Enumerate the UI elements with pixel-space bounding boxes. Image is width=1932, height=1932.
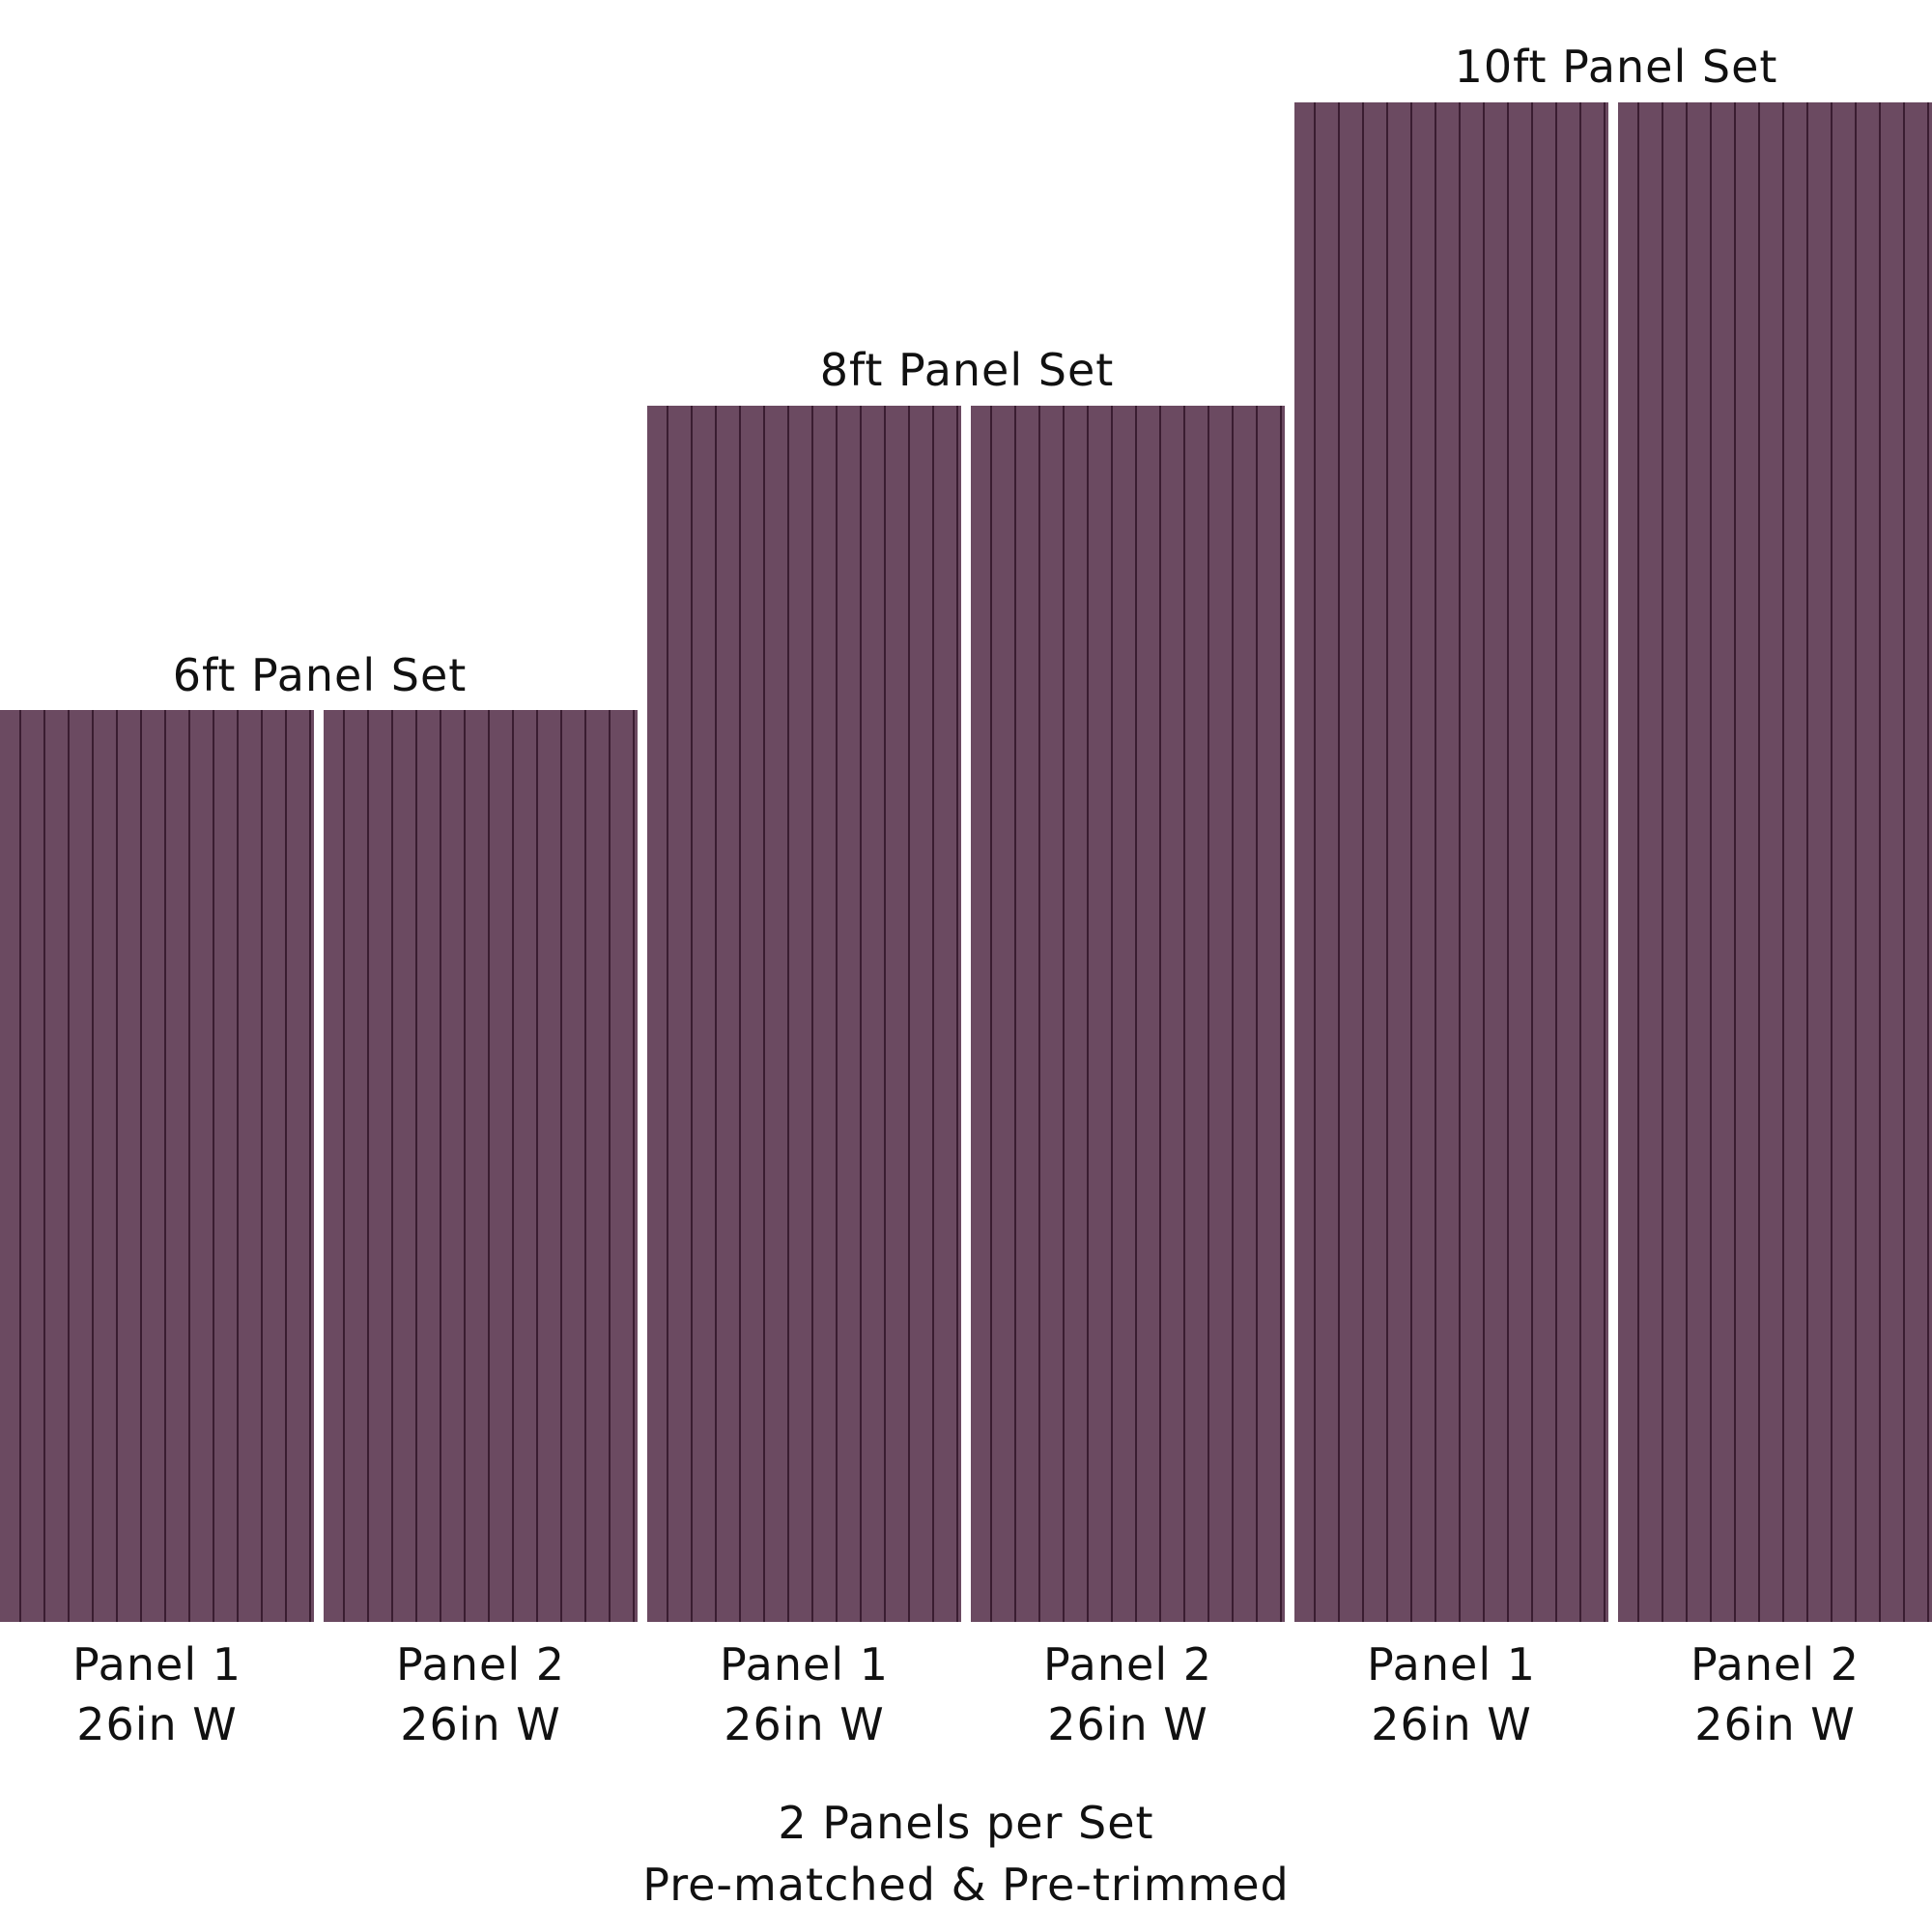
- panel-name: Panel 2: [396, 1638, 565, 1690]
- panel-6ft-2: [324, 710, 638, 1622]
- panel-name: Panel 2: [1043, 1638, 1212, 1690]
- panel-8ft-1: [647, 406, 961, 1622]
- set-title-10ft: 10ft Panel Set: [1454, 41, 1778, 93]
- panel-name: Panel 1: [72, 1638, 242, 1690]
- panel-name: Panel 1: [1367, 1638, 1536, 1690]
- panel-width: 26in W: [724, 1698, 885, 1750]
- panel-10ft-2: [1618, 102, 1932, 1622]
- panel-6ft-1: [0, 710, 314, 1622]
- panel-label-8ft-2: Panel 2 26in W: [971, 1634, 1285, 1754]
- panel-width: 26in W: [1047, 1698, 1208, 1750]
- panel-label-6ft-2: Panel 2 26in W: [324, 1634, 638, 1754]
- panel-name: Panel 1: [720, 1638, 889, 1690]
- panel-label-10ft-1: Panel 1 26in W: [1294, 1634, 1608, 1754]
- panel-label-6ft-1: Panel 1 26in W: [0, 1634, 314, 1754]
- footer-line-2: Pre-matched & Pre-trimmed: [642, 1859, 1290, 1911]
- panel-width: 26in W: [1371, 1698, 1532, 1750]
- panel-label-10ft-2: Panel 2 26in W: [1618, 1634, 1932, 1754]
- panel-10ft-1: [1294, 102, 1608, 1622]
- set-title-6ft: 6ft Panel Set: [172, 649, 468, 701]
- panel-label-8ft-1: Panel 1 26in W: [647, 1634, 961, 1754]
- footer-caption: 2 Panels per Set Pre-matched & Pre-trimm…: [0, 1792, 1932, 1916]
- panel-name: Panel 2: [1690, 1638, 1860, 1690]
- panel-width: 26in W: [76, 1698, 238, 1750]
- panel-width: 26in W: [400, 1698, 561, 1750]
- set-title-8ft: 8ft Panel Set: [819, 344, 1115, 396]
- panel-8ft-2: [971, 406, 1285, 1622]
- panel-width: 26in W: [1694, 1698, 1856, 1750]
- footer-line-1: 2 Panels per Set: [778, 1797, 1154, 1849]
